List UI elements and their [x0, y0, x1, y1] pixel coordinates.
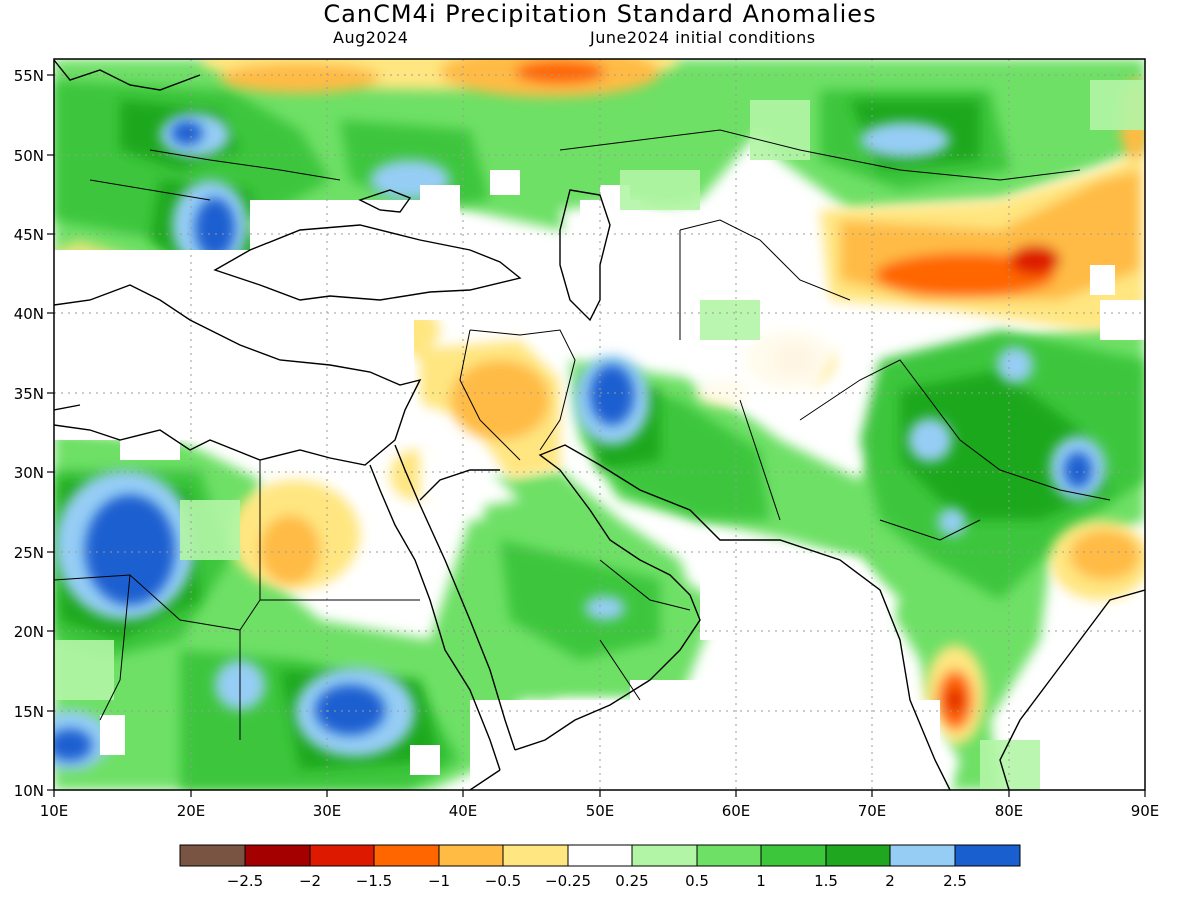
graticule: [54, 59, 1145, 790]
legend-swatch: [179, 844, 246, 867]
lat-tick-label: 20N: [14, 623, 44, 641]
legend-label: 1: [756, 872, 766, 890]
legend-label: 2: [885, 872, 895, 890]
lat-tick-label: 15N: [14, 703, 44, 721]
lat-tick-label: 10N: [14, 782, 44, 800]
init-conditions-label: June2024 initial conditions: [590, 28, 816, 47]
map-title: CanCM4i Precipitation Standard Anomalies: [323, 0, 877, 28]
lon-tick-label: 30E: [313, 802, 342, 820]
legend-swatch: [438, 844, 504, 867]
legend-label: −0.5: [485, 872, 521, 890]
lon-tick-label: 20E: [177, 802, 206, 820]
political-borders: [54, 129, 1111, 740]
lon-tick-label: 80E: [995, 802, 1024, 820]
longitude-axis: 10E 20E 30E 40E 50E 60E 70E 80E 90E: [40, 802, 1160, 820]
lon-tick-label: 90E: [1131, 802, 1160, 820]
legend-swatch: [309, 844, 375, 867]
legend-label: 2.5: [943, 872, 967, 890]
lat-tick-label: 55N: [14, 67, 44, 85]
lon-tick-label: 70E: [858, 802, 887, 820]
legend-swatch: [631, 844, 698, 867]
masked-cells: [54, 170, 1145, 790]
legend-swatch: [244, 844, 311, 867]
legend-swatch: [825, 844, 891, 867]
latitude-axis: 10N 15N 20N 25N 30N 35N 40N 45N 50N 55N: [14, 67, 44, 800]
lat-tick-label: 25N: [14, 544, 44, 562]
lat-tick-label: 45N: [14, 226, 44, 244]
legend-swatch: [954, 844, 1021, 867]
legend-label: −1.5: [356, 872, 392, 890]
legend-swatch: [889, 844, 956, 867]
legend-label: 0.5: [685, 872, 709, 890]
legend-swatch: [567, 844, 633, 867]
legend-label: 1.5: [814, 872, 838, 890]
color-legend: [179, 844, 1021, 867]
legend-label: −2: [299, 872, 321, 890]
legend-swatch: [373, 844, 440, 867]
lon-tick-label: 10E: [40, 802, 69, 820]
legend-label: −1: [428, 872, 450, 890]
legend-swatch: [696, 844, 762, 867]
lat-tick-label: 30N: [14, 464, 44, 482]
color-legend-labels: −2.5 −2 −1.5 −1 −0.5 −0.25 0.25 0.5 1 1.…: [227, 872, 967, 890]
anomaly-field: [54, 59, 1145, 790]
legend-label: 0.25: [615, 872, 648, 890]
valid-month-label: Aug2024: [333, 28, 409, 47]
lon-tick-label: 50E: [586, 802, 615, 820]
coastlines: [54, 59, 1145, 790]
legend-label: −2.5: [227, 872, 263, 890]
legend-swatch: [502, 844, 569, 867]
lat-tick-label: 35N: [14, 385, 44, 403]
lon-tick-label: 60E: [722, 802, 751, 820]
lat-tick-label: 40N: [14, 305, 44, 323]
legend-swatch: [760, 844, 827, 867]
lon-tick-label: 40E: [449, 802, 478, 820]
lat-tick-label: 50N: [14, 147, 44, 165]
legend-label: −0.25: [545, 872, 591, 890]
